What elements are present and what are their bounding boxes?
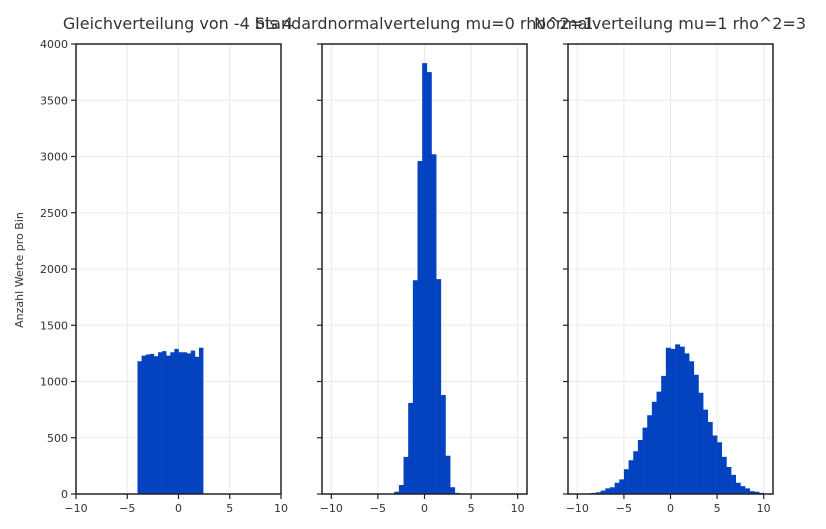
histogram-bar xyxy=(703,409,709,494)
histogram-bar xyxy=(170,352,175,494)
histogram-bar xyxy=(749,491,755,494)
histogram-bar xyxy=(600,490,606,494)
histogram-bar xyxy=(190,350,196,494)
y-tick-label: 4000 xyxy=(40,38,68,51)
histogram-bar xyxy=(647,415,653,494)
histogram-bar xyxy=(623,469,629,494)
histogram-bar xyxy=(186,353,192,494)
histogram-bar xyxy=(149,353,155,494)
histogram-bar xyxy=(614,482,620,494)
histogram-bar xyxy=(174,348,179,494)
histogram-bar xyxy=(431,154,437,494)
histogram-bar xyxy=(422,63,428,494)
histogram-bar xyxy=(440,395,446,494)
x-tick-label: −5 xyxy=(370,502,386,515)
x-tick-label: 10 xyxy=(757,502,771,515)
histogram-bar xyxy=(199,347,204,494)
histogram-bar xyxy=(153,356,159,494)
histogram-bar xyxy=(637,440,643,494)
histogram-bar xyxy=(679,346,685,494)
histogram-bar xyxy=(754,491,760,494)
histogram-bar xyxy=(656,391,662,494)
histogram-bar xyxy=(717,442,723,494)
y-tick-label: 3500 xyxy=(40,94,68,107)
histogram-bar xyxy=(698,392,704,494)
x-tick-label: 10 xyxy=(274,502,288,515)
y-tick-label: 500 xyxy=(47,432,68,445)
histogram-bar xyxy=(609,487,615,494)
histogram-bar xyxy=(665,347,671,494)
histogram-bar xyxy=(745,488,751,494)
x-tick-label: 5 xyxy=(226,502,233,515)
histogram-bar xyxy=(398,485,404,494)
y-tick-label: 1000 xyxy=(40,376,68,389)
histogram-bar xyxy=(628,460,634,494)
histogram-bar xyxy=(403,456,409,494)
histogram-bar xyxy=(137,361,142,494)
histogram-bar xyxy=(595,492,601,494)
histogram-bar xyxy=(707,422,713,494)
histogram-bar xyxy=(166,355,171,494)
histogram-bar xyxy=(178,352,183,494)
y-axis-label: Anzahl Werte pro Bin xyxy=(13,212,26,328)
histogram-bar xyxy=(412,280,418,494)
histogram-bar xyxy=(684,353,690,494)
histogram-bar xyxy=(417,161,423,494)
chart-title: Standardnormalvertelung mu=0 rho^2=1 xyxy=(255,14,594,33)
x-tick-label: 10 xyxy=(511,502,525,515)
y-tick-label: 2500 xyxy=(40,207,68,220)
panel-uniform: −10 −5 0 5 10 0 500 1000 1500 2000 2500 3000 3500 400… xyxy=(40,14,293,515)
histogram-bar xyxy=(141,355,146,494)
histogram-bar xyxy=(735,482,741,494)
chart-title: Gleichverteilung von -4 bis 4 xyxy=(63,14,293,33)
histogram-bar xyxy=(721,456,727,494)
histogram-bar xyxy=(651,401,657,494)
histogram-bar xyxy=(426,72,432,494)
histogram-bar xyxy=(740,486,746,494)
histogram-bar xyxy=(642,427,648,494)
x-tick-label: −5 xyxy=(119,502,135,515)
histogram-bar xyxy=(633,451,639,494)
x-tick-label: −10 xyxy=(320,502,343,515)
histogram-bar xyxy=(436,279,442,494)
x-tick-label: −5 xyxy=(616,502,632,515)
panel-normal-mu1: −10 −5 0 5 10 Normalverteilung mu=1 rho^2=3 xyxy=(534,14,806,515)
chart-title: Normalverteilung mu=1 rho^2=3 xyxy=(534,14,806,33)
x-tick-label: 5 xyxy=(714,502,721,515)
histogram-bar xyxy=(158,352,163,494)
y-tick-label: 1500 xyxy=(40,319,68,332)
histogram-bar xyxy=(445,455,451,494)
x-tick-label: −10 xyxy=(64,502,87,515)
histogram-bar xyxy=(689,361,695,494)
histogram-bar xyxy=(693,374,699,494)
histogram-bar xyxy=(162,351,167,494)
x-tick-label: −10 xyxy=(566,502,589,515)
histogram-bar xyxy=(450,487,456,494)
histogram-bar xyxy=(670,348,676,494)
y-tick-label: 0 xyxy=(61,488,68,501)
histogram-bar xyxy=(182,352,187,494)
histogram-bar xyxy=(712,435,718,494)
histogram-bar xyxy=(408,402,414,494)
histogram-bar xyxy=(605,488,611,494)
x-tick-label: 0 xyxy=(667,502,674,515)
y-tick-label: 3000 xyxy=(40,151,68,164)
y-tick-label: 2000 xyxy=(40,263,68,276)
histogram-bar xyxy=(726,467,732,494)
histogram-bar xyxy=(145,354,151,494)
x-tick-label: 5 xyxy=(468,502,475,515)
histogram-bar xyxy=(731,474,737,494)
histogram-bar xyxy=(619,479,625,494)
x-tick-label: 0 xyxy=(421,502,428,515)
histogram-bar xyxy=(675,344,681,494)
panel-standard-normal: −10 −5 0 5 10 Standardnormalvertelung mu=0 rh… xyxy=(255,14,594,515)
histogram-bar xyxy=(661,375,667,494)
histogram-bar xyxy=(394,491,400,494)
histogram-bar xyxy=(194,356,200,494)
x-tick-label: 0 xyxy=(175,502,182,515)
